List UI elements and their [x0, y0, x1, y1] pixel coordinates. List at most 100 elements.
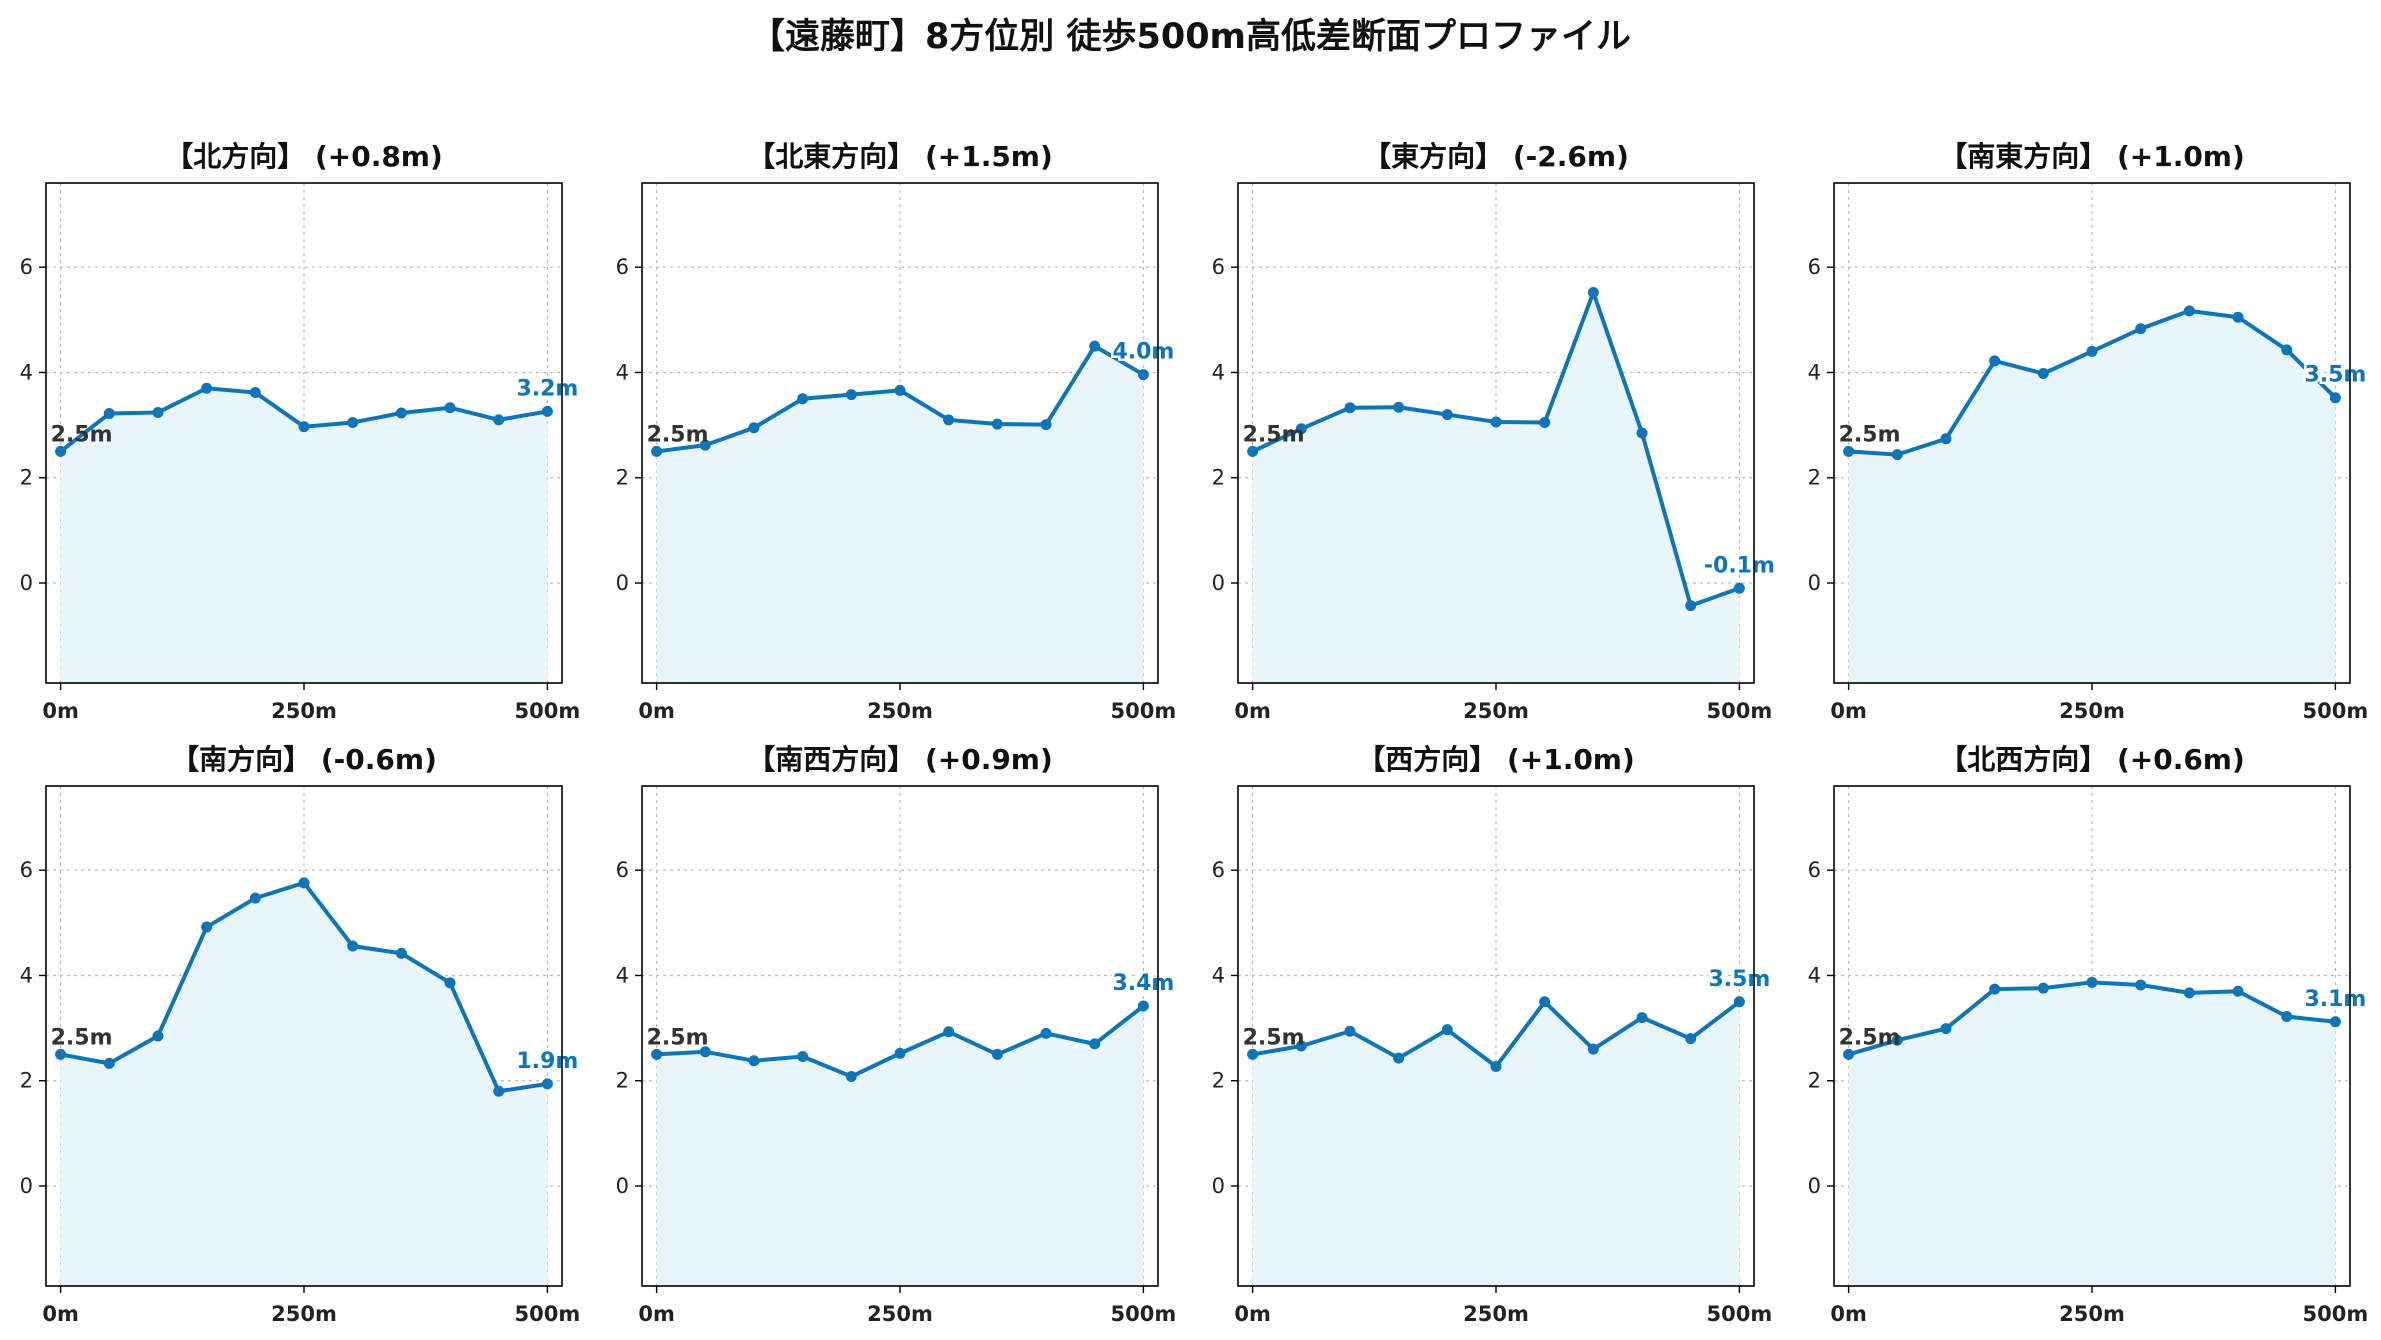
end-elevation-label: 3.5m: [2304, 363, 2366, 388]
data-point-0: [1247, 445, 1259, 457]
profile-panel-1: 2.5m 4.0m 0 2 4 6 0m 250m 500m 【北東方向】 (+1.5m): [616, 140, 1177, 723]
data-point-7: [2183, 987, 2195, 999]
data-point-4: [845, 389, 857, 401]
data-point-9: [493, 414, 505, 426]
panel-title: 【南西方向】 (+0.9m): [747, 743, 1053, 776]
elevation-area: [1252, 1001, 1740, 1286]
data-point-2: [1940, 433, 1952, 445]
data-point-10: [541, 1078, 553, 1090]
x-tick-label-0: 0m: [1830, 699, 1867, 723]
panel-title: 【北方向】 (+0.8m): [165, 140, 443, 173]
y-tick-label-0: 0: [1212, 571, 1225, 595]
y-tick-label-1: 2: [616, 1069, 629, 1093]
y-tick-label-0: 0: [1808, 571, 1821, 595]
x-tick-label-2: 500m: [1111, 1302, 1177, 1326]
data-point-3: [797, 393, 809, 405]
x-tick-label-0: 0m: [638, 699, 675, 723]
data-point-5: [894, 1047, 906, 1059]
panel-title: 【西方向】 (+1.0m): [1357, 743, 1635, 776]
data-point-8: [2232, 985, 2244, 997]
start-elevation-label: 2.5m: [1243, 422, 1305, 447]
y-tick-label-3: 6: [616, 858, 629, 882]
data-point-5: [298, 421, 310, 433]
data-point-5: [1490, 416, 1502, 428]
x-tick-label-1: 250m: [1463, 699, 1529, 723]
data-point-7: [991, 418, 1003, 430]
elevation-area: [60, 388, 548, 683]
data-point-3: [201, 921, 213, 933]
y-tick-label-2: 4: [1808, 360, 1821, 384]
data-point-2: [748, 422, 760, 434]
start-elevation-label: 2.5m: [1839, 1025, 1901, 1050]
profile-panel-2: 2.5m -0.1m 0 2 4 6 0m 250m 500m 【東方向】 (-2.6m): [1212, 140, 1778, 723]
data-point-1: [1295, 423, 1307, 435]
data-point-8: [1040, 1027, 1052, 1039]
y-tick-label-3: 6: [20, 858, 33, 882]
data-point-0: [55, 445, 67, 457]
x-tick-label-1: 250m: [867, 699, 933, 723]
data-point-1: [1891, 449, 1903, 461]
data-point-5: [2086, 976, 2098, 988]
y-tick-label-0: 0: [20, 571, 33, 595]
data-point-8: [444, 402, 456, 414]
data-point-6: [347, 940, 359, 952]
data-point-7: [395, 947, 407, 959]
profile-panel-4: 2.5m 1.9m 0 2 4 6 0m 250m 500m 【南方向】 (-0.6m): [20, 743, 581, 1326]
data-point-0: [651, 1048, 663, 1060]
data-point-4: [1441, 1024, 1453, 1036]
x-tick-label-2: 500m: [1707, 1302, 1773, 1326]
x-tick-label-0: 0m: [42, 699, 79, 723]
data-point-7: [1587, 286, 1599, 298]
data-point-4: [1441, 409, 1453, 421]
x-tick-label-2: 500m: [2303, 1302, 2369, 1326]
data-point-10: [1137, 369, 1149, 381]
start-elevation-label: 2.5m: [51, 1025, 113, 1050]
data-point-9: [2281, 1011, 2293, 1023]
data-point-10: [1733, 582, 1745, 594]
x-tick-label-0: 0m: [1830, 1302, 1867, 1326]
elevation-area: [1848, 982, 2336, 1286]
start-elevation-label: 2.5m: [1839, 422, 1901, 447]
x-tick-label-2: 500m: [2303, 699, 2369, 723]
x-tick-label-1: 250m: [271, 1302, 337, 1326]
data-point-9: [1089, 340, 1101, 352]
data-point-7: [395, 407, 407, 419]
elevation-area: [656, 1006, 1144, 1286]
data-point-4: [249, 386, 261, 398]
y-tick-label-1: 2: [1808, 1069, 1821, 1093]
data-point-6: [2135, 979, 2147, 991]
data-point-1: [699, 1046, 711, 1058]
data-point-2: [1344, 402, 1356, 414]
data-point-3: [1989, 355, 2001, 367]
data-point-6: [1539, 996, 1551, 1008]
data-point-7: [991, 1048, 1003, 1060]
end-elevation-label: 4.0m: [1112, 340, 1174, 365]
data-point-2: [748, 1055, 760, 1067]
data-point-4: [2037, 982, 2049, 994]
data-point-1: [103, 1057, 115, 1069]
data-point-8: [444, 977, 456, 989]
x-tick-label-2: 500m: [515, 699, 581, 723]
data-point-4: [845, 1071, 857, 1083]
data-point-0: [1843, 445, 1855, 457]
data-point-3: [1989, 983, 2001, 995]
end-elevation-label: 3.2m: [516, 376, 578, 401]
x-tick-label-1: 250m: [867, 1302, 933, 1326]
data-point-5: [298, 877, 310, 889]
data-point-9: [1685, 1033, 1697, 1045]
y-tick-label-0: 0: [1808, 1174, 1821, 1198]
data-point-1: [103, 408, 115, 420]
data-point-8: [1636, 1012, 1648, 1024]
end-elevation-label: -0.1m: [1704, 553, 1775, 578]
x-tick-label-0: 0m: [1234, 699, 1271, 723]
profile-panel-5: 2.5m 3.4m 0 2 4 6 0m 250m 500m 【南西方向】 (+0.9m): [616, 743, 1177, 1326]
y-tick-label-3: 6: [20, 255, 33, 279]
y-tick-label-1: 2: [616, 466, 629, 490]
y-tick-label-0: 0: [20, 1174, 33, 1198]
data-point-8: [2232, 311, 2244, 323]
data-point-0: [1247, 1048, 1259, 1060]
data-point-8: [1636, 427, 1648, 439]
profile-panel-3: 2.5m 3.5m 0 2 4 6 0m 250m 500m 【南東方向】 (+1.0m): [1808, 140, 2369, 723]
elevation-area: [1848, 310, 2336, 683]
